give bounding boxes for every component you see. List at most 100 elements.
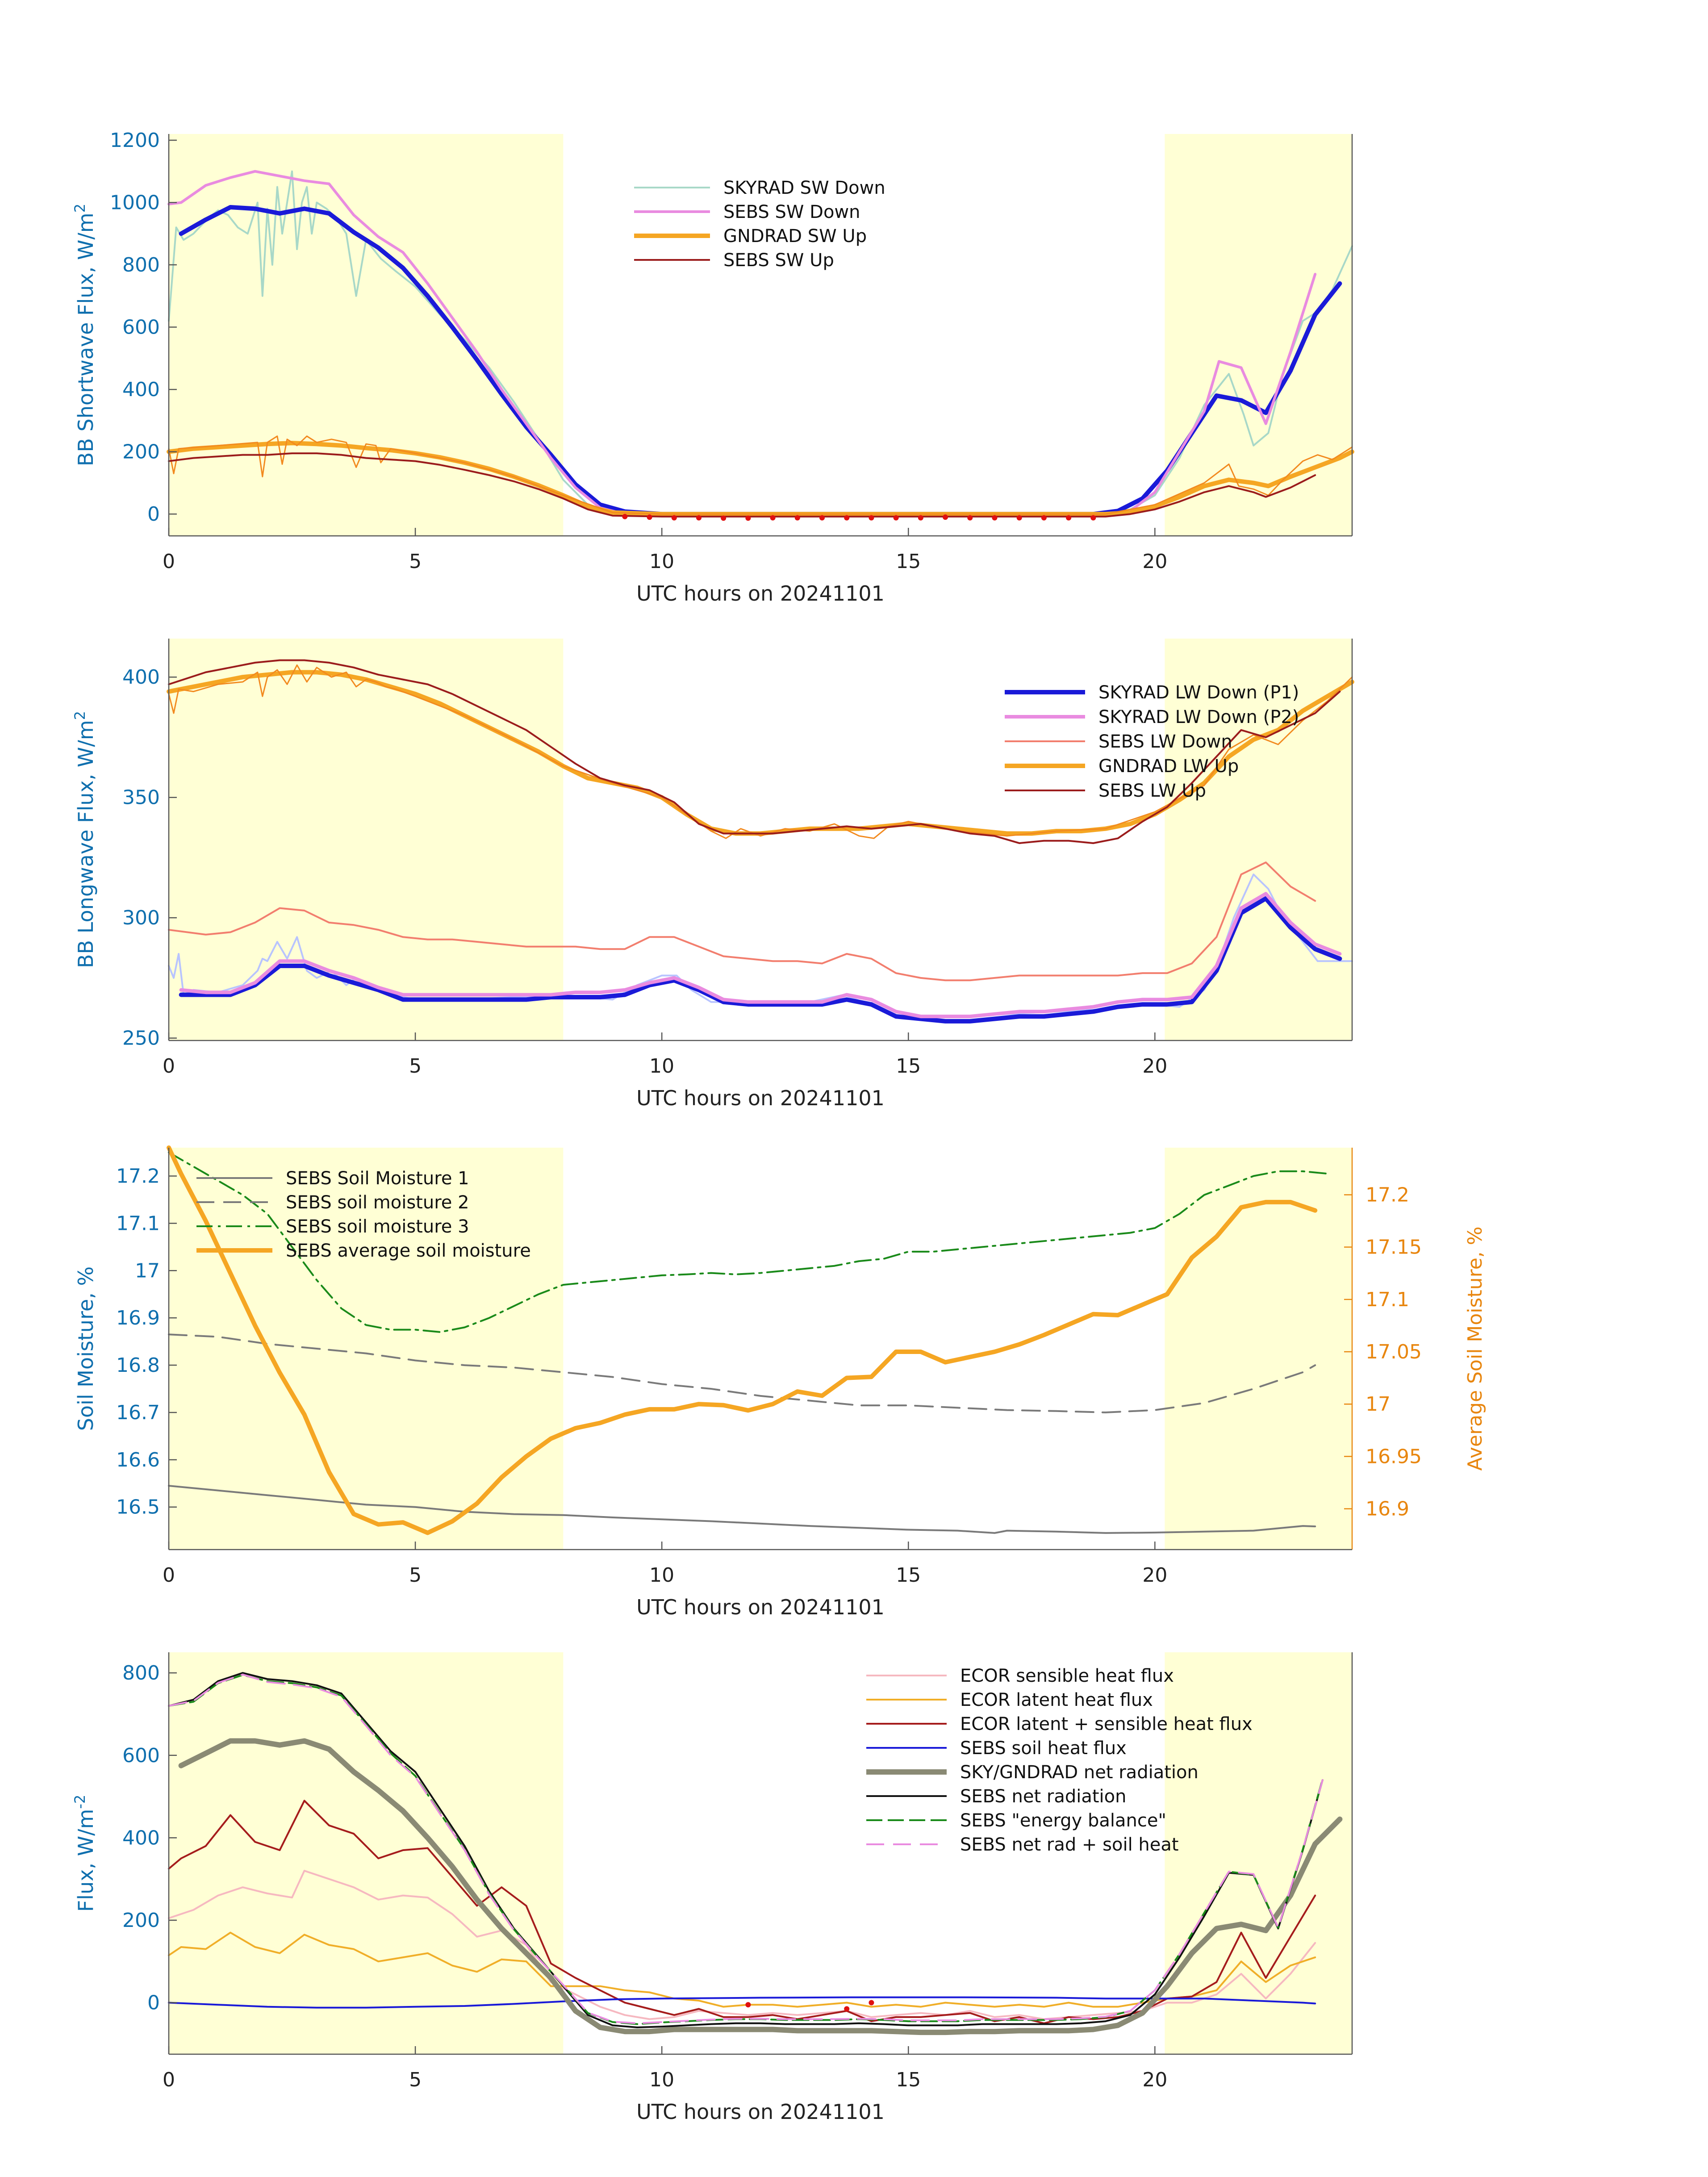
series-line-4 bbox=[168, 861, 1316, 982]
series-line-3 bbox=[167, 170, 1317, 517]
y-tick-label: 800 bbox=[122, 1662, 160, 1684]
y-tick-label: 400 bbox=[122, 1826, 160, 1849]
y-tick-label: 0 bbox=[147, 503, 160, 526]
series-line-4 bbox=[167, 1145, 1318, 1535]
y-tick-label-right: 17.15 bbox=[1366, 1236, 1422, 1259]
x-axis-label: UTC hours on 20241101 bbox=[636, 1595, 885, 1619]
y-tick-label: 17 bbox=[135, 1259, 160, 1282]
legend-label: SEBS soil heat flux bbox=[960, 1738, 1127, 1759]
data-marker-point bbox=[844, 2006, 850, 2012]
data-marker-point bbox=[943, 514, 948, 520]
series-line-5 bbox=[178, 1738, 1343, 2035]
x-tick-label: 5 bbox=[409, 2068, 422, 2091]
legend-label: SEBS SW Down bbox=[723, 202, 860, 222]
series-line-3 bbox=[168, 1151, 1328, 1333]
data-marker-point bbox=[918, 515, 923, 521]
x-tick-label: 0 bbox=[163, 2068, 175, 2091]
data-marker-point bbox=[893, 515, 899, 521]
x-tick-label: 5 bbox=[409, 550, 422, 573]
y-tick-label: 200 bbox=[122, 441, 160, 464]
legend-label: SEBS average soil moisture bbox=[286, 1241, 531, 1261]
x-tick-label: 0 bbox=[163, 1055, 175, 1078]
x-tick-label: 15 bbox=[896, 550, 921, 573]
y-tick-label-right: 17.1 bbox=[1366, 1288, 1409, 1311]
y-tick-label: 16.8 bbox=[116, 1354, 160, 1377]
x-tick-label: 15 bbox=[896, 2068, 921, 2091]
data-marker-point bbox=[1016, 515, 1022, 521]
x-tick-label: 0 bbox=[163, 1564, 175, 1587]
daylight-shading-1 bbox=[169, 639, 564, 1040]
data-marker-point bbox=[869, 515, 874, 521]
y-tick-label: 300 bbox=[122, 907, 160, 929]
y-tick-label-right: 17.05 bbox=[1366, 1341, 1422, 1363]
legend-label: SEBS LW Up bbox=[1098, 781, 1206, 801]
x-axis-label: UTC hours on 20241101 bbox=[636, 2100, 885, 2124]
legend-label: ECOR latent heat flux bbox=[960, 1690, 1153, 1710]
y-tick-label: 16.6 bbox=[116, 1449, 160, 1471]
y-tick-label: 16.9 bbox=[116, 1307, 160, 1329]
daylight-shading-2 bbox=[1165, 134, 1352, 536]
x-axis-label: UTC hours on 20241101 bbox=[636, 1086, 885, 1110]
y-tick-label: 1000 bbox=[110, 191, 160, 214]
series-line-8 bbox=[168, 1673, 1324, 2024]
y-axis-label: Flux, W/m-2 bbox=[71, 1795, 98, 1912]
data-marker-point bbox=[992, 515, 998, 521]
series-group bbox=[167, 1145, 1328, 1535]
series-line-6 bbox=[168, 452, 1316, 518]
daylight-shading-1 bbox=[169, 1652, 564, 2054]
series-line-2 bbox=[168, 1333, 1316, 1413]
y-tick-label-right: 16.95 bbox=[1366, 1445, 1422, 1468]
legend-label: ECOR sensible heat flux bbox=[960, 1666, 1174, 1686]
legend-label: SKYRAD SW Down bbox=[723, 178, 885, 198]
series-line-6 bbox=[168, 1672, 1324, 2028]
chart-panel-2: 0 5 10 15 20 250 300 350 400 UTC hours on 2024110… bbox=[71, 639, 1354, 1110]
series-line-6 bbox=[168, 664, 1353, 839]
y-tick-label: 800 bbox=[122, 254, 160, 276]
legend-label: GNDRAD SW Up bbox=[723, 226, 867, 247]
legend-label: ECOR latent + sensible heat flux bbox=[960, 1714, 1253, 1734]
series-line-5 bbox=[168, 435, 1353, 515]
legend: SKYRAD SW Down SEBS SW Down GNDRAD SW Up SE… bbox=[634, 178, 885, 271]
y-tick-label: 400 bbox=[122, 378, 160, 401]
x-tick-label: 5 bbox=[409, 1564, 422, 1587]
data-marker-point bbox=[745, 515, 751, 521]
y-tick-label: 17.1 bbox=[116, 1212, 160, 1235]
data-marker-point bbox=[794, 515, 800, 521]
x-tick-label: 15 bbox=[896, 1055, 921, 1078]
y-tick-label: 1200 bbox=[110, 129, 160, 152]
x-tick-label: 20 bbox=[1142, 1564, 1167, 1587]
x-tick-label: 5 bbox=[409, 1055, 422, 1078]
data-marker-point bbox=[770, 515, 776, 521]
legend: ECOR sensible heat flux ECOR latent heat … bbox=[866, 1666, 1253, 1855]
data-marker-point bbox=[671, 515, 677, 521]
data-marker-point bbox=[1041, 515, 1047, 521]
series-line-2 bbox=[168, 1931, 1316, 2008]
legend-label: SEBS SW Up bbox=[723, 250, 834, 271]
y-tick-label: 200 bbox=[122, 1909, 160, 1932]
legend-label: SEBS net radiation bbox=[960, 1786, 1126, 1807]
data-marker-point bbox=[1090, 515, 1096, 521]
y-tick-label: 16.7 bbox=[116, 1401, 160, 1424]
y-axis-label: BB Shortwave Flux, W/m2 bbox=[71, 204, 98, 466]
series-group bbox=[168, 1672, 1343, 2035]
data-marker-point bbox=[819, 515, 825, 521]
x-tick-label: 10 bbox=[649, 1055, 674, 1078]
x-tick-label: 10 bbox=[649, 2068, 674, 2091]
x-tick-label: 10 bbox=[649, 550, 674, 573]
data-marker-point bbox=[745, 2002, 751, 2008]
series-line-7 bbox=[168, 659, 1341, 844]
y-tick-label: 600 bbox=[122, 316, 160, 339]
series-group bbox=[167, 170, 1354, 521]
y-tick-label-right: 16.9 bbox=[1366, 1498, 1409, 1521]
y-tick-label: 250 bbox=[122, 1027, 160, 1050]
y-axis-label: Soil Moisture, % bbox=[74, 1266, 98, 1431]
y-tick-label: 0 bbox=[147, 1992, 160, 2014]
y-tick-label: 600 bbox=[122, 1744, 160, 1767]
series-line-2 bbox=[179, 896, 1342, 1024]
x-tick-label: 20 bbox=[1142, 1055, 1167, 1078]
legend: SKYRAD LW Down (P1) SKYRAD LW Down (P2) SE… bbox=[1005, 682, 1299, 801]
x-tick-label: 15 bbox=[896, 1564, 921, 1587]
